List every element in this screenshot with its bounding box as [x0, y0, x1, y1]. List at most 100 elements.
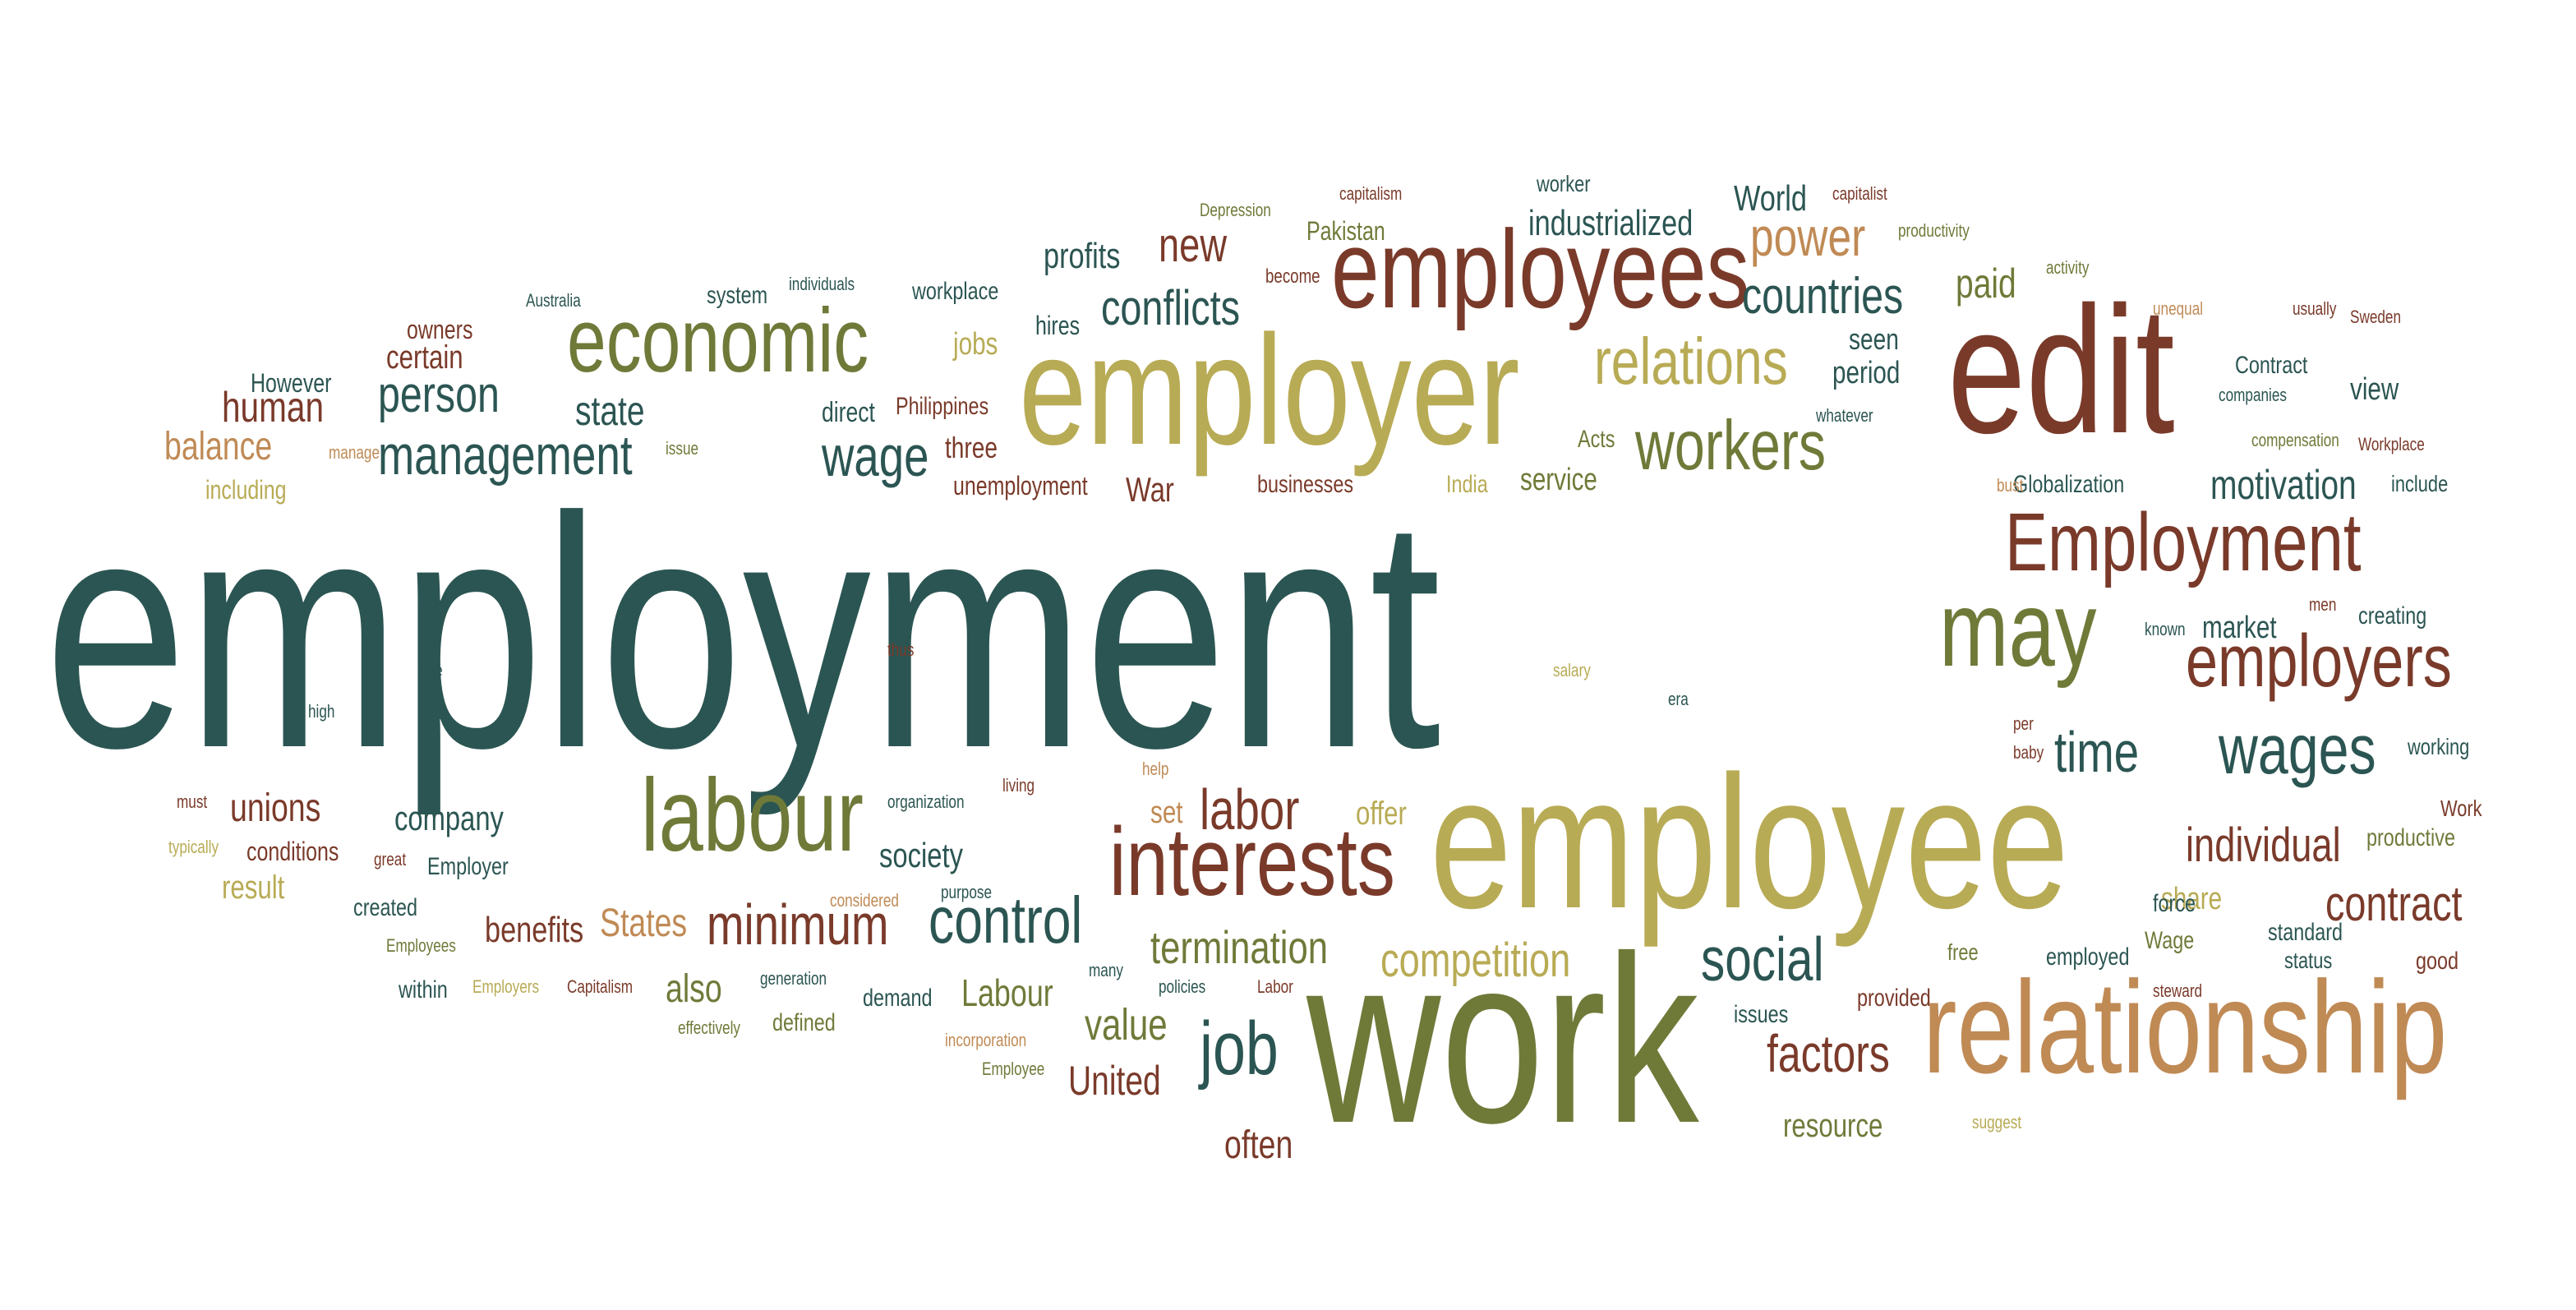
cloud-word: creating: [2358, 602, 2427, 630]
cloud-word: set: [1150, 796, 1183, 830]
cloud-word: become: [1265, 265, 1320, 288]
cloud-word: incorporation: [945, 1030, 1027, 1050]
cloud-word: also: [666, 967, 722, 1011]
cloud-word: employers: [2186, 620, 2452, 703]
cloud-word: certain: [386, 339, 463, 376]
cloud-word: employee: [1430, 736, 2069, 948]
cloud-word: organization: [887, 791, 965, 812]
cloud-word: wage: [822, 424, 929, 488]
cloud-word: seen: [1849, 322, 1899, 356]
cloud-word: unequal: [2153, 298, 2204, 319]
cloud-word: Acts: [1578, 426, 1615, 453]
cloud-word: employer: [1019, 303, 1520, 477]
cloud-word: purpose: [941, 882, 993, 902]
cloud-word: motivation: [2210, 462, 2357, 508]
cloud-word: compensation: [2251, 430, 2339, 450]
cloud-word: Contract: [2235, 352, 2308, 379]
cloud-word: conflicts: [1101, 280, 1241, 335]
cloud-word: generation: [760, 968, 827, 989]
cloud-word: issue: [666, 438, 699, 459]
cloud-word: jobs: [953, 327, 998, 362]
cloud-word: living: [1002, 775, 1035, 796]
cloud-word: usually: [2293, 298, 2337, 319]
cloud-word: salary: [1553, 660, 1591, 680]
cloud-word: Wage: [2145, 927, 2195, 954]
cloud-word: men: [2309, 594, 2337, 615]
cloud-word: employed: [2046, 943, 2130, 971]
cloud-word: standard: [2268, 919, 2343, 946]
cloud-word: whatever: [1816, 405, 1873, 426]
cloud-word: unions: [230, 786, 321, 830]
cloud-word: human: [222, 384, 325, 431]
cloud-word: management: [378, 424, 633, 487]
cloud-word: new: [1159, 219, 1227, 272]
cloud-word: Sweden: [2350, 307, 2402, 327]
cloud-word: worker: [1537, 171, 1591, 196]
cloud-word: countries: [1742, 268, 1904, 325]
cloud-word: work: [1306, 906, 1699, 1173]
cloud-word: person: [378, 367, 500, 423]
cloud-word: within: [399, 976, 448, 1003]
cloud-word: state: [575, 388, 645, 434]
cloud-word: issues: [1734, 1001, 1789, 1028]
cloud-word: balance: [164, 425, 273, 468]
cloud-word: Capitalism: [567, 976, 634, 997]
cloud-word: include: [2391, 471, 2449, 496]
cloud-word: result: [222, 869, 285, 906]
cloud-word: service: [1520, 463, 1597, 497]
cloud-word: benefits: [485, 910, 584, 950]
cloud-word: typically: [168, 837, 219, 857]
cloud-word: suggest: [1972, 1112, 2022, 1132]
cloud-word: high: [308, 701, 335, 722]
cloud-word: Employees: [386, 935, 456, 956]
cloud-word: market: [2202, 611, 2277, 645]
cloud-word: bust: [1997, 475, 2024, 496]
cloud-word: minimum: [707, 893, 889, 957]
cloud-word: capitalist: [1832, 183, 1887, 204]
cloud-word: per: [2013, 713, 2034, 734]
cloud-word: owners: [407, 315, 473, 344]
cloud-word: Depression: [1200, 200, 1271, 220]
cloud-word: manage: [329, 442, 380, 463]
cloud-word: employees: [1331, 207, 1750, 331]
cloud-word: force: [2153, 890, 2196, 917]
cloud-word: thus: [887, 639, 915, 660]
cloud-word: baby: [2013, 742, 2044, 763]
cloud-word: known: [2145, 619, 2186, 639]
cloud-word: Pakistan: [1306, 216, 1385, 246]
cloud-word: Job: [419, 594, 442, 615]
cloud-word: interests: [1109, 808, 1395, 916]
cloud-word: paid: [1956, 261, 2016, 307]
cloud-word: competition: [1380, 934, 1571, 987]
cloud-word: power: [1750, 206, 1866, 267]
cloud-word: companies: [2219, 385, 2287, 405]
cloud-word: relationship: [1923, 953, 2448, 1100]
cloud-word: wages: [2219, 711, 2376, 789]
cloud-word: offer: [1356, 796, 1407, 832]
cloud-word: good: [2416, 948, 2459, 975]
cloud-word: relations: [1594, 325, 1788, 398]
cloud-word: period: [1832, 356, 1901, 390]
cloud-word: Employment: [2005, 496, 2362, 588]
cloud-word: Labor: [1257, 976, 1293, 997]
cloud-word: direct: [822, 397, 875, 428]
cloud-word: view: [2350, 372, 2399, 407]
cloud-word: India: [1446, 471, 1488, 498]
cloud-word: many: [1089, 960, 1123, 980]
cloud-word: War: [1126, 470, 1174, 509]
cloud-word: Australia: [526, 290, 581, 311]
cloud-word: steward: [2153, 980, 2203, 1001]
cloud-word: free: [1947, 939, 1979, 965]
cloud-word: must: [177, 791, 208, 812]
cloud-word: including: [205, 475, 287, 505]
cloud-word: unemployment: [953, 471, 1088, 500]
cloud-word: However: [251, 368, 332, 398]
cloud-word: often: [1224, 1123, 1293, 1167]
cloud-word: company: [394, 799, 504, 837]
cloud-word: may: [1939, 569, 2097, 689]
cloud-word: workers: [1635, 407, 1827, 485]
cloud-word: working: [2408, 734, 2470, 759]
cloud-word: Work: [2440, 796, 2482, 821]
cloud-word: share: [2161, 882, 2223, 916]
